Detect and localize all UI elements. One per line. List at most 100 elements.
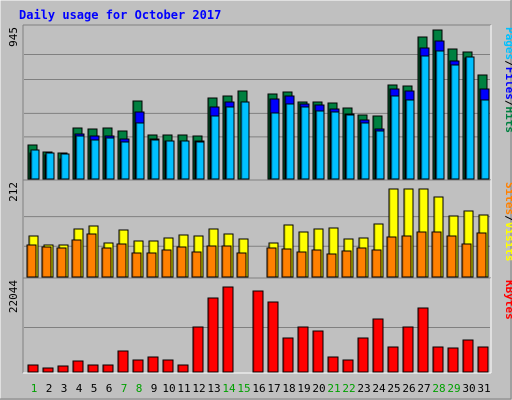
- bar-sites-day-28: [431, 231, 442, 278]
- panel-sites-visits: 212 Sites/Visits: [7, 179, 512, 279]
- bar-pages-day-23: [360, 122, 370, 180]
- legend: Sites/Visits: [503, 182, 512, 262]
- x-tick-label: 8: [136, 382, 143, 395]
- bar-kbytes-day-31: [477, 346, 489, 373]
- legend-kbytes: KBytes: [503, 280, 512, 320]
- bar-pages-day-29: [450, 64, 460, 180]
- panel-kbytes: 22044 KBytes: [7, 277, 512, 374]
- bar-sites-day-7: [116, 243, 127, 278]
- bar-sites-day-12: [191, 251, 202, 278]
- bar-pages-day-6: [105, 137, 115, 180]
- bar-pages-day-20: [315, 110, 325, 180]
- bar-kbytes-day-10: [162, 359, 174, 373]
- x-tick-label: 5: [91, 382, 98, 395]
- x-tick-label: 17: [267, 382, 280, 395]
- bar-sites-day-19: [296, 251, 307, 278]
- x-tick-label: 22: [342, 382, 355, 395]
- bar-sites-day-4: [71, 239, 82, 278]
- bar-sites-day-25: [386, 236, 397, 278]
- bar-sites-day-18: [281, 248, 292, 278]
- bar-sites-day-31: [476, 232, 487, 278]
- bar-sites-day-27: [416, 231, 427, 278]
- bar-kbytes-day-18: [282, 337, 294, 373]
- bar-sites-day-23: [356, 247, 367, 278]
- bar-pages-day-31: [480, 99, 490, 180]
- x-tick-label: 26: [402, 382, 415, 395]
- bar-kbytes-day-28: [432, 346, 444, 373]
- x-tick-label: 14: [222, 382, 236, 395]
- bar-sites-day-13: [206, 245, 217, 278]
- x-tick-label: 13: [207, 382, 220, 395]
- bar-sites-day-20: [311, 249, 322, 278]
- bar-sites-day-24: [371, 249, 382, 278]
- bar-pages-day-21: [330, 111, 340, 180]
- bar-sites-day-22: [341, 250, 352, 278]
- bar-pages-day-22: [345, 114, 355, 180]
- legend-files: Files: [503, 67, 512, 100]
- bar-kbytes-day-19: [297, 326, 309, 373]
- legend: KBytes: [503, 280, 512, 320]
- bar-pages-day-4: [75, 135, 85, 180]
- bar-pages-day-8: [135, 122, 145, 180]
- bar-sites-day-26: [401, 235, 412, 278]
- bar-pages-day-3: [60, 153, 70, 180]
- x-tick-label: 18: [282, 382, 295, 395]
- x-tick-label: 31: [477, 382, 490, 395]
- x-tick-label: 12: [192, 382, 205, 395]
- bar-pages-day-14: [225, 106, 235, 180]
- x-tick-label: 28: [432, 382, 445, 395]
- bar-kbytes-day-11: [177, 364, 189, 373]
- bar-pages-day-30: [465, 56, 475, 180]
- chart-title: Daily usage for October 2017: [19, 8, 221, 22]
- legend-sites: Sites: [503, 182, 512, 215]
- bar-sites-day-10: [161, 249, 172, 278]
- bar-kbytes-day-6: [102, 364, 114, 373]
- x-tick-label: 9: [151, 382, 158, 395]
- x-tick-label: 3: [61, 382, 68, 395]
- bar-sites-day-30: [461, 243, 472, 278]
- bar-pages-day-2: [45, 152, 55, 180]
- bar-sites-day-6: [101, 247, 112, 278]
- bar-pages-day-27: [420, 55, 430, 180]
- legend-separator: /: [503, 215, 512, 222]
- bar-sites-day-15: [236, 252, 247, 278]
- x-tick-label: 25: [387, 382, 400, 395]
- bar-sites-day-3: [56, 247, 67, 278]
- x-tick-label: 15: [237, 382, 250, 395]
- bar-kbytes-day-1: [27, 364, 39, 373]
- bar-kbytes-day-25: [387, 346, 399, 373]
- chart-panels: 945Pages/Files/Hits212Sites/Visits22044K…: [7, 24, 512, 374]
- bar-pages-day-7: [120, 141, 130, 180]
- bar-pages-day-9: [150, 139, 160, 180]
- x-tick-label: 23: [357, 382, 370, 395]
- bar-sites-day-9: [146, 252, 157, 278]
- bar-kbytes-day-26: [402, 326, 414, 373]
- legend-separator: /: [503, 60, 512, 67]
- bar-pages-day-18: [285, 103, 295, 180]
- x-tick-label: 29: [447, 382, 460, 395]
- bar-kbytes-day-5: [87, 364, 99, 373]
- bar-sites-day-11: [176, 246, 187, 278]
- bar-pages-day-24: [375, 130, 385, 180]
- bar-kbytes-day-12: [192, 326, 204, 373]
- bar-pages-day-5: [90, 139, 100, 180]
- x-tick-label: 1: [31, 382, 38, 395]
- legend-hits: Hits: [503, 107, 512, 134]
- x-tick-label: 4: [76, 382, 83, 395]
- bar-pages-day-17: [270, 112, 280, 180]
- y-max-label: 212: [7, 182, 20, 202]
- bar-pages-day-11: [180, 140, 190, 180]
- bar-kbytes-day-30: [462, 339, 474, 373]
- bar-kbytes-day-16: [252, 290, 264, 373]
- x-tick-label: 6: [106, 382, 113, 395]
- bar-pages-day-19: [300, 106, 310, 180]
- x-tick-label: 16: [252, 382, 265, 395]
- x-tick-label: 27: [417, 382, 430, 395]
- bar-kbytes-day-13: [207, 297, 219, 373]
- bar-pages-day-10: [165, 140, 175, 180]
- y-max-label: 22044: [7, 280, 20, 313]
- bar-sites-day-8: [131, 252, 142, 278]
- bar-kbytes-day-24: [372, 318, 384, 373]
